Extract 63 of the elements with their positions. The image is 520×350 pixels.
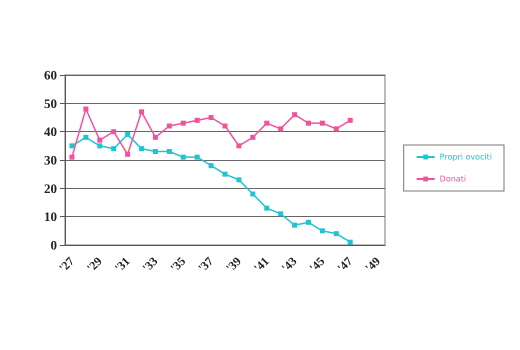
point xyxy=(320,120,325,126)
x-tick-label: '35 xyxy=(167,254,188,275)
x-tick-label: '39 xyxy=(223,254,244,275)
legend-label: Propri ovociti xyxy=(440,152,492,162)
x-tick-label: '41 xyxy=(250,254,272,275)
x-tick-label: '29 xyxy=(84,254,105,275)
point xyxy=(125,152,130,157)
point xyxy=(292,112,298,118)
point xyxy=(97,138,102,143)
point xyxy=(152,134,158,140)
point xyxy=(264,206,270,211)
point xyxy=(97,143,102,148)
point xyxy=(264,120,270,126)
point xyxy=(208,163,214,168)
point xyxy=(222,124,228,128)
y-tick-label: 10 xyxy=(44,209,57,224)
point xyxy=(348,240,353,245)
point xyxy=(180,120,186,126)
x-tick-label: '27 xyxy=(56,254,77,275)
x-tick-label: '43 xyxy=(278,254,300,275)
y-tick-label: 30 xyxy=(44,152,57,168)
point xyxy=(306,120,311,126)
legend-label: Donati xyxy=(440,174,466,184)
y-tick-label: 60 xyxy=(44,68,57,82)
y-tick-label: 0 xyxy=(50,238,57,252)
point xyxy=(320,228,325,234)
x-tick-label: '31 xyxy=(112,254,133,275)
point xyxy=(69,154,74,160)
point xyxy=(125,132,130,137)
point xyxy=(236,177,242,182)
y-tick-label: 40 xyxy=(44,124,57,140)
point xyxy=(208,115,214,120)
point xyxy=(306,220,311,225)
point xyxy=(166,149,172,154)
y-tick-label: 50 xyxy=(44,96,57,111)
x-tick-label: '33 xyxy=(140,254,160,275)
point xyxy=(139,109,144,114)
point xyxy=(334,126,339,132)
point xyxy=(250,192,256,196)
point xyxy=(278,211,284,216)
point xyxy=(194,154,200,160)
point xyxy=(222,172,228,177)
point xyxy=(69,143,74,148)
point xyxy=(152,149,158,154)
y-tick-label: 20 xyxy=(44,180,57,196)
point xyxy=(83,106,88,112)
point xyxy=(180,154,186,160)
x-tick-label: '49 xyxy=(362,254,383,275)
point xyxy=(292,222,298,228)
point xyxy=(139,146,144,152)
point xyxy=(111,146,116,152)
point xyxy=(278,126,284,132)
x-tick-label: '47 xyxy=(334,254,356,275)
x-tick-label: '45 xyxy=(306,254,328,275)
point xyxy=(236,143,242,148)
point xyxy=(250,134,256,140)
x-tick-label: '37 xyxy=(195,254,216,275)
point xyxy=(111,129,116,134)
point xyxy=(348,118,353,123)
point xyxy=(334,231,339,236)
point xyxy=(166,124,172,128)
point xyxy=(194,118,200,123)
point xyxy=(83,134,88,140)
